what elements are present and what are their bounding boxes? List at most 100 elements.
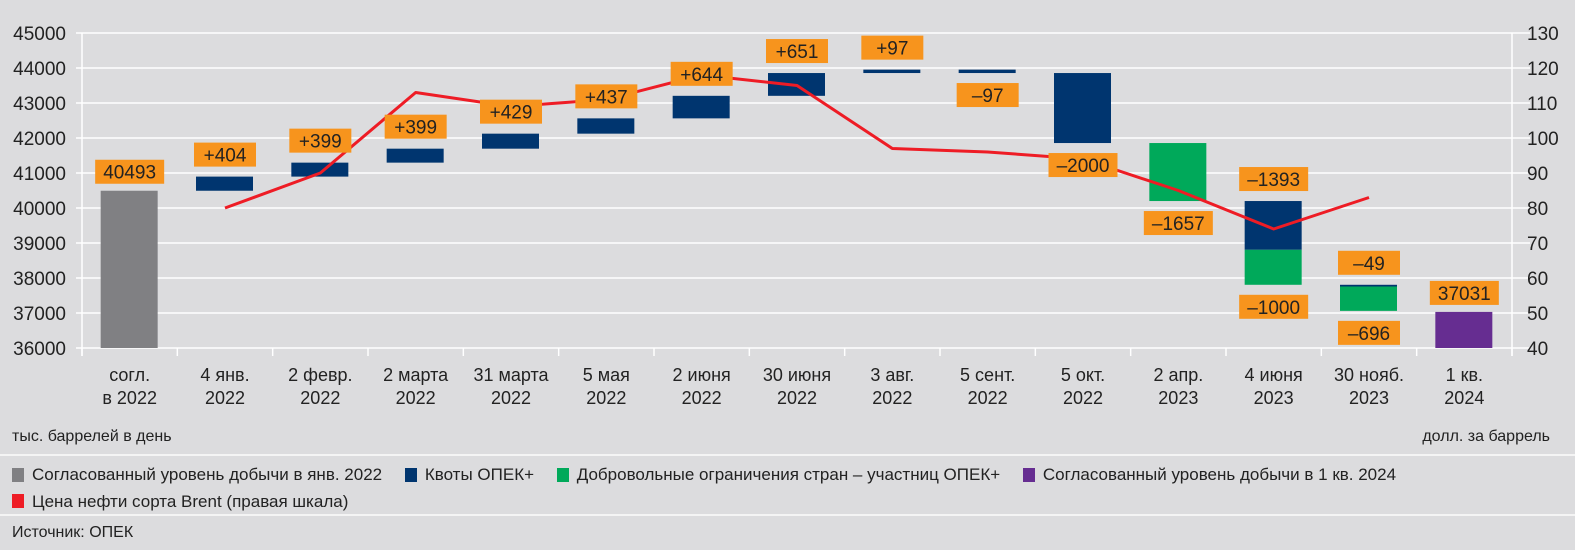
right-tick-label: 80: [1527, 199, 1548, 220]
quota-bar: [1244, 201, 1302, 250]
legend-label: Цена нефти сорта Brent (правая шкала): [32, 491, 349, 511]
data-label: +399: [394, 118, 437, 139]
category-label-line1: 3 авг.: [870, 365, 914, 385]
bars: [100, 69, 1493, 348]
right-tick-label: 90: [1527, 164, 1548, 185]
legend-label: Согласованный уровень добычи в янв. 2022: [32, 465, 383, 484]
divider: [0, 514, 1575, 516]
data-label-bg: [1239, 294, 1309, 319]
data-label: –1000: [1247, 298, 1300, 319]
category-label-line1: 31 марта: [473, 365, 549, 385]
category-label-line2: 2022: [396, 388, 436, 408]
data-label: +97: [876, 39, 908, 60]
category-label-line1: 1 кв.: [1446, 365, 1483, 385]
right-tick-label: 40: [1527, 339, 1548, 360]
right-tick-label: 110: [1527, 94, 1557, 115]
voluntary-bar: [1340, 286, 1397, 311]
right-tick-label: 120: [1527, 59, 1559, 80]
category-label-line2: 2022: [872, 388, 912, 408]
data-label-bg: [1143, 211, 1213, 236]
legend-label: Согласованный уровень добычи в 1 кв. 202…: [1042, 465, 1397, 484]
category-label-line1: 5 сент.: [960, 365, 1015, 385]
quota-bar: [958, 69, 1016, 74]
legend-swatch: [12, 467, 24, 482]
left-tick-label: 44000: [13, 59, 66, 80]
left-axis-unit-label: тыс. баррелей в день: [12, 428, 172, 445]
right-tick-label: 60: [1527, 269, 1548, 290]
category-label-line2: 2022: [491, 388, 531, 408]
left-tick-label: 38000: [13, 269, 66, 290]
left-tick-label: 39000: [13, 234, 66, 255]
end-bar: [1435, 311, 1493, 348]
data-label-bg: [289, 128, 352, 153]
legend-item-voluntary: Добровольные ограничения стран – участни…: [556, 462, 1001, 487]
voluntary-bar: [1149, 143, 1207, 202]
source-note: Источник: ОПЕК: [12, 524, 134, 541]
data-label: +644: [680, 65, 723, 86]
category-label-line1: 30 июня: [763, 365, 831, 385]
data-label: 37031: [1438, 284, 1491, 305]
category-label-line2: 2022: [1063, 388, 1103, 408]
data-label: –1657: [1152, 214, 1205, 235]
category-label-line2: 2022: [300, 388, 340, 408]
quota-bar: [386, 148, 444, 163]
category-label-line1: согл.: [109, 365, 150, 385]
data-label-bg: [384, 114, 447, 139]
data-label: –97: [972, 86, 1004, 107]
legend-swatch: [556, 467, 569, 482]
legend: Согласованный уровень добычи в янв. 2022…: [12, 462, 1552, 515]
category-label-line2: 2022: [205, 388, 245, 408]
category-label-line1: 5 мая: [583, 365, 630, 385]
left-tick-label: 41000: [13, 164, 66, 185]
legend-item-brent: Цена нефти сорта Brent (правая шкала): [12, 489, 348, 514]
category-label-line1: 2 апр.: [1153, 365, 1203, 385]
right-axis-unit-label: долл. за баррель: [1422, 428, 1550, 445]
category-label-line2: 2022: [682, 388, 722, 408]
legend-swatch: [404, 467, 417, 482]
data-label-bg: [1338, 320, 1400, 345]
data-label: 40493: [103, 163, 156, 184]
right-axis-ticks: 40 50 60 70 80 90 100 110 120 130: [1527, 24, 1559, 360]
data-label-bg: [861, 35, 924, 60]
category-label-line2: в 2022: [102, 388, 157, 408]
left-tick-label: 36000: [13, 339, 66, 360]
data-label-bg: [480, 99, 542, 124]
right-tick-label: 70: [1527, 234, 1548, 255]
category-axis-labels: согл. в 2022 4 янв. 2022 2 февр. 2022 2 марта 2…: [102, 365, 1484, 408]
data-label: –49: [1353, 254, 1385, 275]
left-axis-ticks: 36000 37000 38000 39000 40000 41000 42000 43000…: [13, 24, 66, 360]
legend-swatch: [1022, 467, 1035, 482]
category-label-line2: 2023: [1254, 388, 1294, 408]
category-label-line1: 30 нояб.: [1334, 365, 1404, 385]
legend-label: Квоты ОПЕК+: [424, 465, 535, 484]
quota-bar: [863, 69, 921, 74]
right-tick-label: 130: [1527, 24, 1559, 45]
data-labels: 40493 +404 +399 +399 +429 +437 +644 +651 +97 –97 –…: [95, 35, 1499, 345]
left-tick-label: 45000: [13, 24, 66, 45]
legend-item-start: Согласованный уровень добычи в янв. 2022: [12, 462, 382, 487]
quota-bar: [291, 162, 349, 177]
left-tick-label: 43000: [13, 94, 66, 115]
data-label-bg: [670, 61, 733, 86]
data-label: –696: [1348, 324, 1390, 345]
left-tick-label: 37000: [13, 304, 66, 325]
legend-item-end: Согласованный уровень добычи в 1 кв. 202…: [1022, 462, 1397, 487]
data-label-bg: [1239, 167, 1309, 192]
quota-bar: [577, 118, 635, 134]
data-label-bg: [1338, 250, 1400, 275]
data-label: +651: [776, 42, 819, 63]
data-label-bg: [1048, 153, 1118, 178]
category-label-line1: 2 марта: [383, 365, 449, 385]
legend-label: Добровольные ограничения стран – участни…: [576, 465, 1001, 484]
left-tick-label: 40000: [13, 199, 66, 220]
data-label: +404: [204, 146, 247, 167]
category-label-line2: 2024: [1444, 388, 1484, 408]
start-bar: [100, 190, 158, 348]
quota-bar: [672, 95, 730, 119]
category-label-line1: 4 янв.: [200, 365, 249, 385]
category-label-line2: 2022: [777, 388, 817, 408]
data-label: +437: [585, 87, 628, 108]
category-label-line2: 2023: [1349, 388, 1389, 408]
category-label-line1: 5 окт.: [1061, 365, 1105, 385]
voluntary-bar: [1244, 249, 1302, 285]
